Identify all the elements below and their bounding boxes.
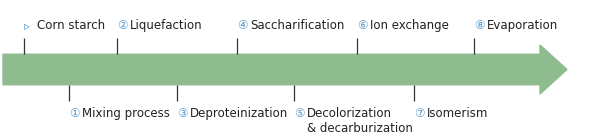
Text: ②: ②	[117, 19, 128, 32]
Text: Evaporation: Evaporation	[487, 19, 559, 32]
Text: ③: ③	[177, 107, 187, 120]
Text: ⑥: ⑥	[357, 19, 367, 32]
Text: ①: ①	[69, 107, 79, 120]
Text: Saccharification: Saccharification	[250, 19, 344, 32]
FancyArrow shape	[3, 45, 567, 94]
Text: ▹: ▹	[24, 19, 30, 32]
Text: Corn starch: Corn starch	[37, 19, 106, 32]
Text: ⑧: ⑧	[474, 19, 485, 32]
Text: ⑤: ⑤	[294, 107, 305, 120]
Text: ⑦: ⑦	[414, 107, 424, 120]
Text: Ion exchange: Ion exchange	[370, 19, 449, 32]
Text: Liquefaction: Liquefaction	[130, 19, 203, 32]
Text: Isomerism: Isomerism	[427, 107, 488, 120]
Text: Deproteinization: Deproteinization	[190, 107, 289, 120]
Text: Decolorization
& decarburization: Decolorization & decarburization	[307, 107, 413, 135]
Text: ④: ④	[237, 19, 248, 32]
Text: Mixing process: Mixing process	[82, 107, 170, 120]
